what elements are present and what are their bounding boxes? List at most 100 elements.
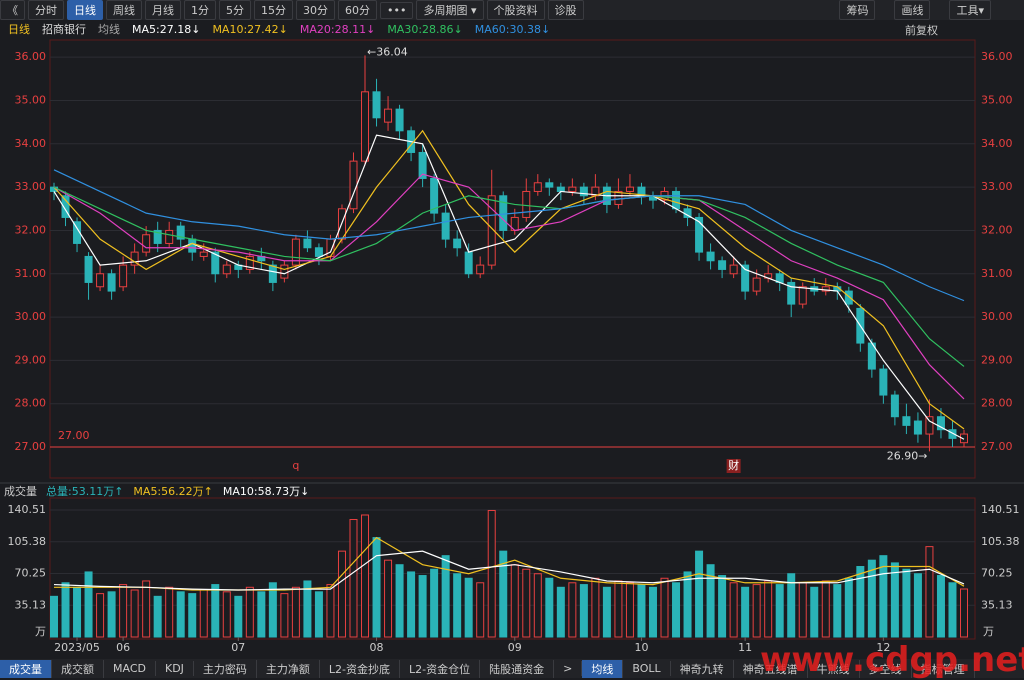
tab[interactable]: 指标管理 [912, 659, 975, 678]
candle-body [787, 281, 796, 305]
volume-bar [222, 591, 231, 638]
volume-bar [176, 591, 185, 638]
candle-body [245, 255, 254, 270]
period: 日线 [8, 23, 30, 36]
tab[interactable]: 主力密码 [194, 659, 257, 678]
tab[interactable]: L2-资金抄底 [320, 659, 401, 678]
adjust[interactable]: 前复权 [905, 24, 938, 37]
indicator-tabs: 成交量 成交额 MACD KDJ 主力密码 主力净额 L2-资金抄底 L2-资金仓位 陆股通资金… [0, 659, 1024, 678]
toolbar-button[interactable]: 15分 [254, 0, 293, 20]
candle-body [741, 264, 750, 292]
candle-body [948, 429, 957, 439]
volume-bar [844, 577, 853, 638]
candle-body [890, 394, 899, 418]
toolbar-button[interactable]: ••• [380, 1, 414, 19]
candle-body [361, 91, 370, 162]
toolbar-button[interactable]: 30分 [296, 0, 335, 20]
tab[interactable]: BOLL [623, 661, 671, 676]
toolbar-button[interactable]: 60分 [338, 0, 377, 20]
candle-body [199, 251, 208, 257]
tab[interactable]: KDJ [156, 661, 194, 676]
volume-bar [372, 537, 381, 638]
event-marker-bg [726, 459, 741, 473]
candle-body [798, 286, 807, 305]
volume-bar [522, 568, 531, 638]
y-tick-label-right: 32.00 [981, 223, 1013, 236]
volume-bar [533, 573, 542, 638]
y-tick-label: 27.00 [15, 440, 47, 453]
volume-bar [280, 593, 289, 638]
candle-body [418, 151, 427, 179]
tab[interactable]: 神奇五线谱 [734, 659, 808, 678]
tab[interactable]: 均线 [582, 659, 624, 678]
volume-bar [614, 580, 623, 638]
toolbar-button[interactable]: 1分 [184, 0, 216, 20]
tab[interactable]: 主力净额 [257, 659, 320, 678]
annotation: ←36.04 [367, 45, 408, 58]
tab[interactable]: 成交量 [0, 659, 52, 678]
toolbar-button[interactable]: 5分 [219, 0, 251, 20]
volume-bar [648, 586, 657, 638]
toolbar-button[interactable]: 筹码 [839, 0, 876, 20]
candle-body [130, 251, 139, 266]
toolbar-button[interactable]: 分时 [28, 0, 64, 20]
volume-bar [890, 562, 899, 638]
candle-body [384, 108, 393, 123]
tab[interactable]: 神奇九转 [671, 659, 734, 678]
volume-bar [545, 577, 554, 638]
volume-bar [199, 589, 208, 638]
volume-bar [867, 559, 876, 638]
x-tick-label: 06 [116, 641, 130, 654]
candle-body [695, 216, 704, 253]
x-tick-label: 09 [508, 641, 522, 654]
toolbar-button[interactable]: 多周期图 ▾ [416, 0, 484, 20]
volume-bar [268, 582, 277, 638]
toolbar-button[interactable]: 诊股 [547, 0, 584, 20]
toolbar-button[interactable]: 日线 [67, 0, 103, 20]
volume-bar [902, 568, 911, 638]
volume-bar [499, 550, 508, 638]
toolbar-button[interactable]: 周线 [106, 0, 142, 20]
ma-line [53, 169, 965, 302]
tab[interactable]: > [554, 661, 583, 676]
candle-body [879, 368, 888, 396]
ma-line [53, 173, 965, 400]
tab[interactable]: 多空线 [860, 659, 912, 678]
ma-line [53, 129, 965, 430]
volume-title: 成交量 [4, 484, 37, 498]
toolbar-button[interactable]: 画线 [894, 0, 931, 20]
toolbar-button[interactable]: 个股资料 [486, 0, 545, 20]
toolbar-button[interactable]: 月线 [145, 0, 181, 20]
candle-body [936, 416, 945, 431]
ma-legend: MA10:27.42↓ [212, 22, 288, 36]
volume-bar [119, 584, 128, 638]
chart: 27.00 27.00 28.00 28.00 29.00 29.00 30.00 30.00… [0, 39, 1024, 654]
tab[interactable]: 牛熊线 [808, 659, 860, 678]
ma-line [53, 134, 965, 440]
candle-body [96, 273, 105, 288]
volume-bar [672, 582, 681, 638]
candle-body [579, 186, 588, 197]
event-marker: 财 [728, 458, 739, 472]
volume-bar [245, 586, 254, 638]
toolbar-button[interactable]: 工具▾ [949, 0, 991, 20]
x-tick-label: 10 [634, 641, 648, 654]
volume-bar [487, 509, 496, 638]
volume-bar [856, 566, 865, 638]
y-tick-label-right: 31.00 [981, 267, 1013, 280]
candle-body [568, 186, 577, 192]
tab[interactable]: MACD [104, 661, 156, 676]
tab[interactable]: 成交额 [52, 659, 104, 678]
y-tick-label: 31.00 [15, 267, 47, 280]
y-tick-label-right: 35.13 [981, 598, 1013, 611]
volume-bar [913, 573, 922, 638]
ma-title[interactable]: 均线 [98, 23, 120, 36]
y-tick-label-right: 28.00 [981, 397, 1013, 410]
toolbar-button[interactable]: 《 [0, 0, 25, 20]
volume-ma-line [53, 550, 965, 591]
candle-body [925, 416, 934, 435]
tab[interactable]: 陆股通资金 [480, 659, 555, 678]
toolbar: 《分时 日线 周线 月线 1分 5分 15分 30分 60分 ••• 多周期图 ▾ 个股资料 诊股 筹码画… [0, 0, 1024, 20]
tab[interactable]: L2-资金仓位 [400, 659, 481, 678]
